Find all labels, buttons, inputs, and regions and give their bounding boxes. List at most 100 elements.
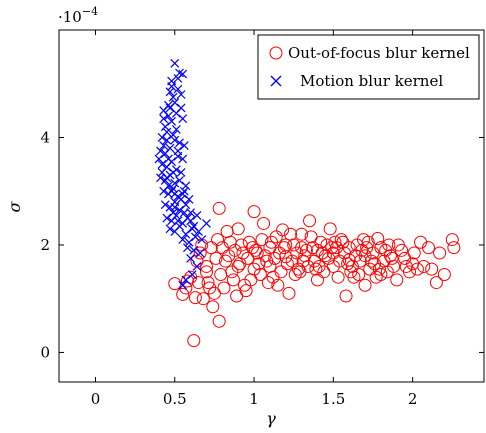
- x-tick-label-3: 1.5: [321, 390, 345, 408]
- out-of-focus-point-89: [304, 230, 318, 244]
- points-layer: [154, 58, 461, 348]
- x-axis-label: γ: [266, 409, 276, 428]
- motion-point-74: [170, 135, 180, 145]
- out-of-focus-point-108: [209, 251, 223, 265]
- x-tick-label-4: 2: [408, 390, 418, 408]
- y-axis-label: σ: [5, 200, 24, 212]
- out-of-focus-point-134: [217, 281, 231, 295]
- out-of-focus-point-110: [222, 249, 236, 263]
- out-of-focus-point-3: [196, 292, 210, 306]
- out-of-focus-point-76: [231, 222, 245, 236]
- motion-point-96: [173, 146, 183, 156]
- out-of-focus-point-151: [356, 233, 370, 247]
- out-of-focus-point-136: [236, 246, 250, 260]
- out-of-focus-point-64: [425, 262, 439, 276]
- motion-point-99: [170, 202, 180, 212]
- motion-point-68: [187, 270, 197, 279]
- motion-point-4: [165, 87, 175, 97]
- out-of-focus-point-2: [206, 300, 220, 314]
- motion-point-56: [187, 224, 197, 234]
- out-of-focus-point-84: [279, 238, 293, 252]
- y-tick-label-1: 2: [40, 236, 50, 254]
- motion-point-86: [202, 219, 211, 228]
- motion-point-60: [190, 232, 200, 242]
- out-of-focus-point-133: [211, 233, 225, 247]
- y-tick-label-0: 0: [40, 343, 50, 361]
- x-tick-label-2: 1: [249, 390, 259, 408]
- motion-point-31: [170, 178, 180, 188]
- out-of-focus-point-158: [407, 246, 421, 260]
- motion-point-18: [156, 146, 165, 156]
- out-of-focus-point-11: [199, 265, 213, 279]
- motion-point-72: [171, 108, 181, 118]
- ticks-layer: 0 0.5 1 1.5 2 0 2 4: [40, 30, 484, 408]
- out-of-focus-point-145: [309, 262, 323, 276]
- out-of-focus-point-141: [277, 241, 291, 255]
- out-of-focus-point-48: [358, 278, 372, 292]
- out-of-focus-point-72: [241, 251, 255, 265]
- out-of-focus-point-139: [261, 276, 275, 290]
- out-of-focus-point-143: [293, 265, 307, 279]
- motion-point-59: [184, 237, 194, 247]
- out-of-focus-point-138: [252, 257, 266, 271]
- motion-point-83: [179, 208, 189, 218]
- motion-point-70: [163, 100, 173, 110]
- out-of-focus-point-5: [176, 287, 190, 301]
- out-of-focus-point-62: [414, 235, 428, 249]
- motion-point-39: [184, 194, 194, 204]
- motion-point-16: [168, 130, 178, 140]
- out-of-focus-point-58: [398, 251, 412, 265]
- motion-point-85: [192, 210, 202, 220]
- y-multiplier-exponent: −4: [82, 5, 98, 18]
- out-of-focus-point-126: [344, 265, 358, 279]
- legend-marker-motion: [270, 75, 282, 87]
- motion-point-55: [181, 229, 191, 239]
- motion-point-15: [162, 135, 172, 145]
- out-of-focus-point-137: [245, 241, 259, 255]
- out-of-focus-point-29: [282, 286, 296, 300]
- out-of-focus-point-4: [188, 291, 202, 305]
- motion-point-38: [179, 186, 189, 196]
- out-of-focus-point-13: [207, 286, 221, 300]
- motion-point-94: [159, 114, 169, 124]
- motion-point-36: [168, 184, 178, 193]
- motion-point-20: [165, 143, 175, 153]
- out-of-focus-point-34: [303, 214, 317, 228]
- out-of-focus-point-39: [323, 222, 337, 236]
- out-of-focus-point-37: [314, 235, 328, 249]
- motion-point-95: [162, 173, 172, 183]
- out-of-focus-point-152: [364, 254, 378, 268]
- motion-point-40: [160, 200, 170, 210]
- motion-point-5: [173, 84, 183, 94]
- out-of-focus-point-147: [325, 241, 339, 255]
- out-of-focus-point-154: [379, 243, 393, 257]
- motion-point-58: [178, 235, 188, 245]
- out-of-focus-point-26: [271, 278, 285, 292]
- out-of-focus-point-87: [295, 241, 309, 255]
- motion-point-73: [162, 127, 172, 137]
- out-of-focus-point-38: [318, 249, 332, 263]
- motion-point-92: [176, 90, 186, 99]
- x-tick-label-1: 0.5: [163, 390, 187, 408]
- out-of-focus-point-148: [331, 270, 345, 284]
- out-of-focus-point-10: [192, 276, 206, 290]
- motion-point-80: [176, 194, 186, 204]
- out-of-focus-point-7: [180, 274, 194, 288]
- out-of-focus-point-119: [290, 246, 304, 260]
- legend-label-out-of-focus: Out-of-focus blur kernel: [288, 44, 470, 62]
- out-of-focus-point-22: [255, 233, 269, 247]
- plot-frame: [58, 29, 485, 383]
- out-of-focus-point-42: [334, 233, 348, 247]
- motion-point-67: [181, 275, 191, 285]
- out-of-focus-point-103: [380, 265, 394, 279]
- out-of-focus-point-140: [268, 251, 282, 265]
- out-of-focus-point-135: [230, 289, 244, 303]
- out-of-focus-point-142: [284, 227, 298, 241]
- y-multiplier-label: ·10−4: [58, 5, 98, 26]
- motion-point-91: [173, 73, 183, 83]
- out-of-focus-point-149: [341, 257, 355, 271]
- motion-point-52: [165, 224, 175, 234]
- motion-point-43: [175, 205, 184, 215]
- motion-point-0: [170, 58, 180, 68]
- out-of-focus-point-43: [339, 289, 353, 303]
